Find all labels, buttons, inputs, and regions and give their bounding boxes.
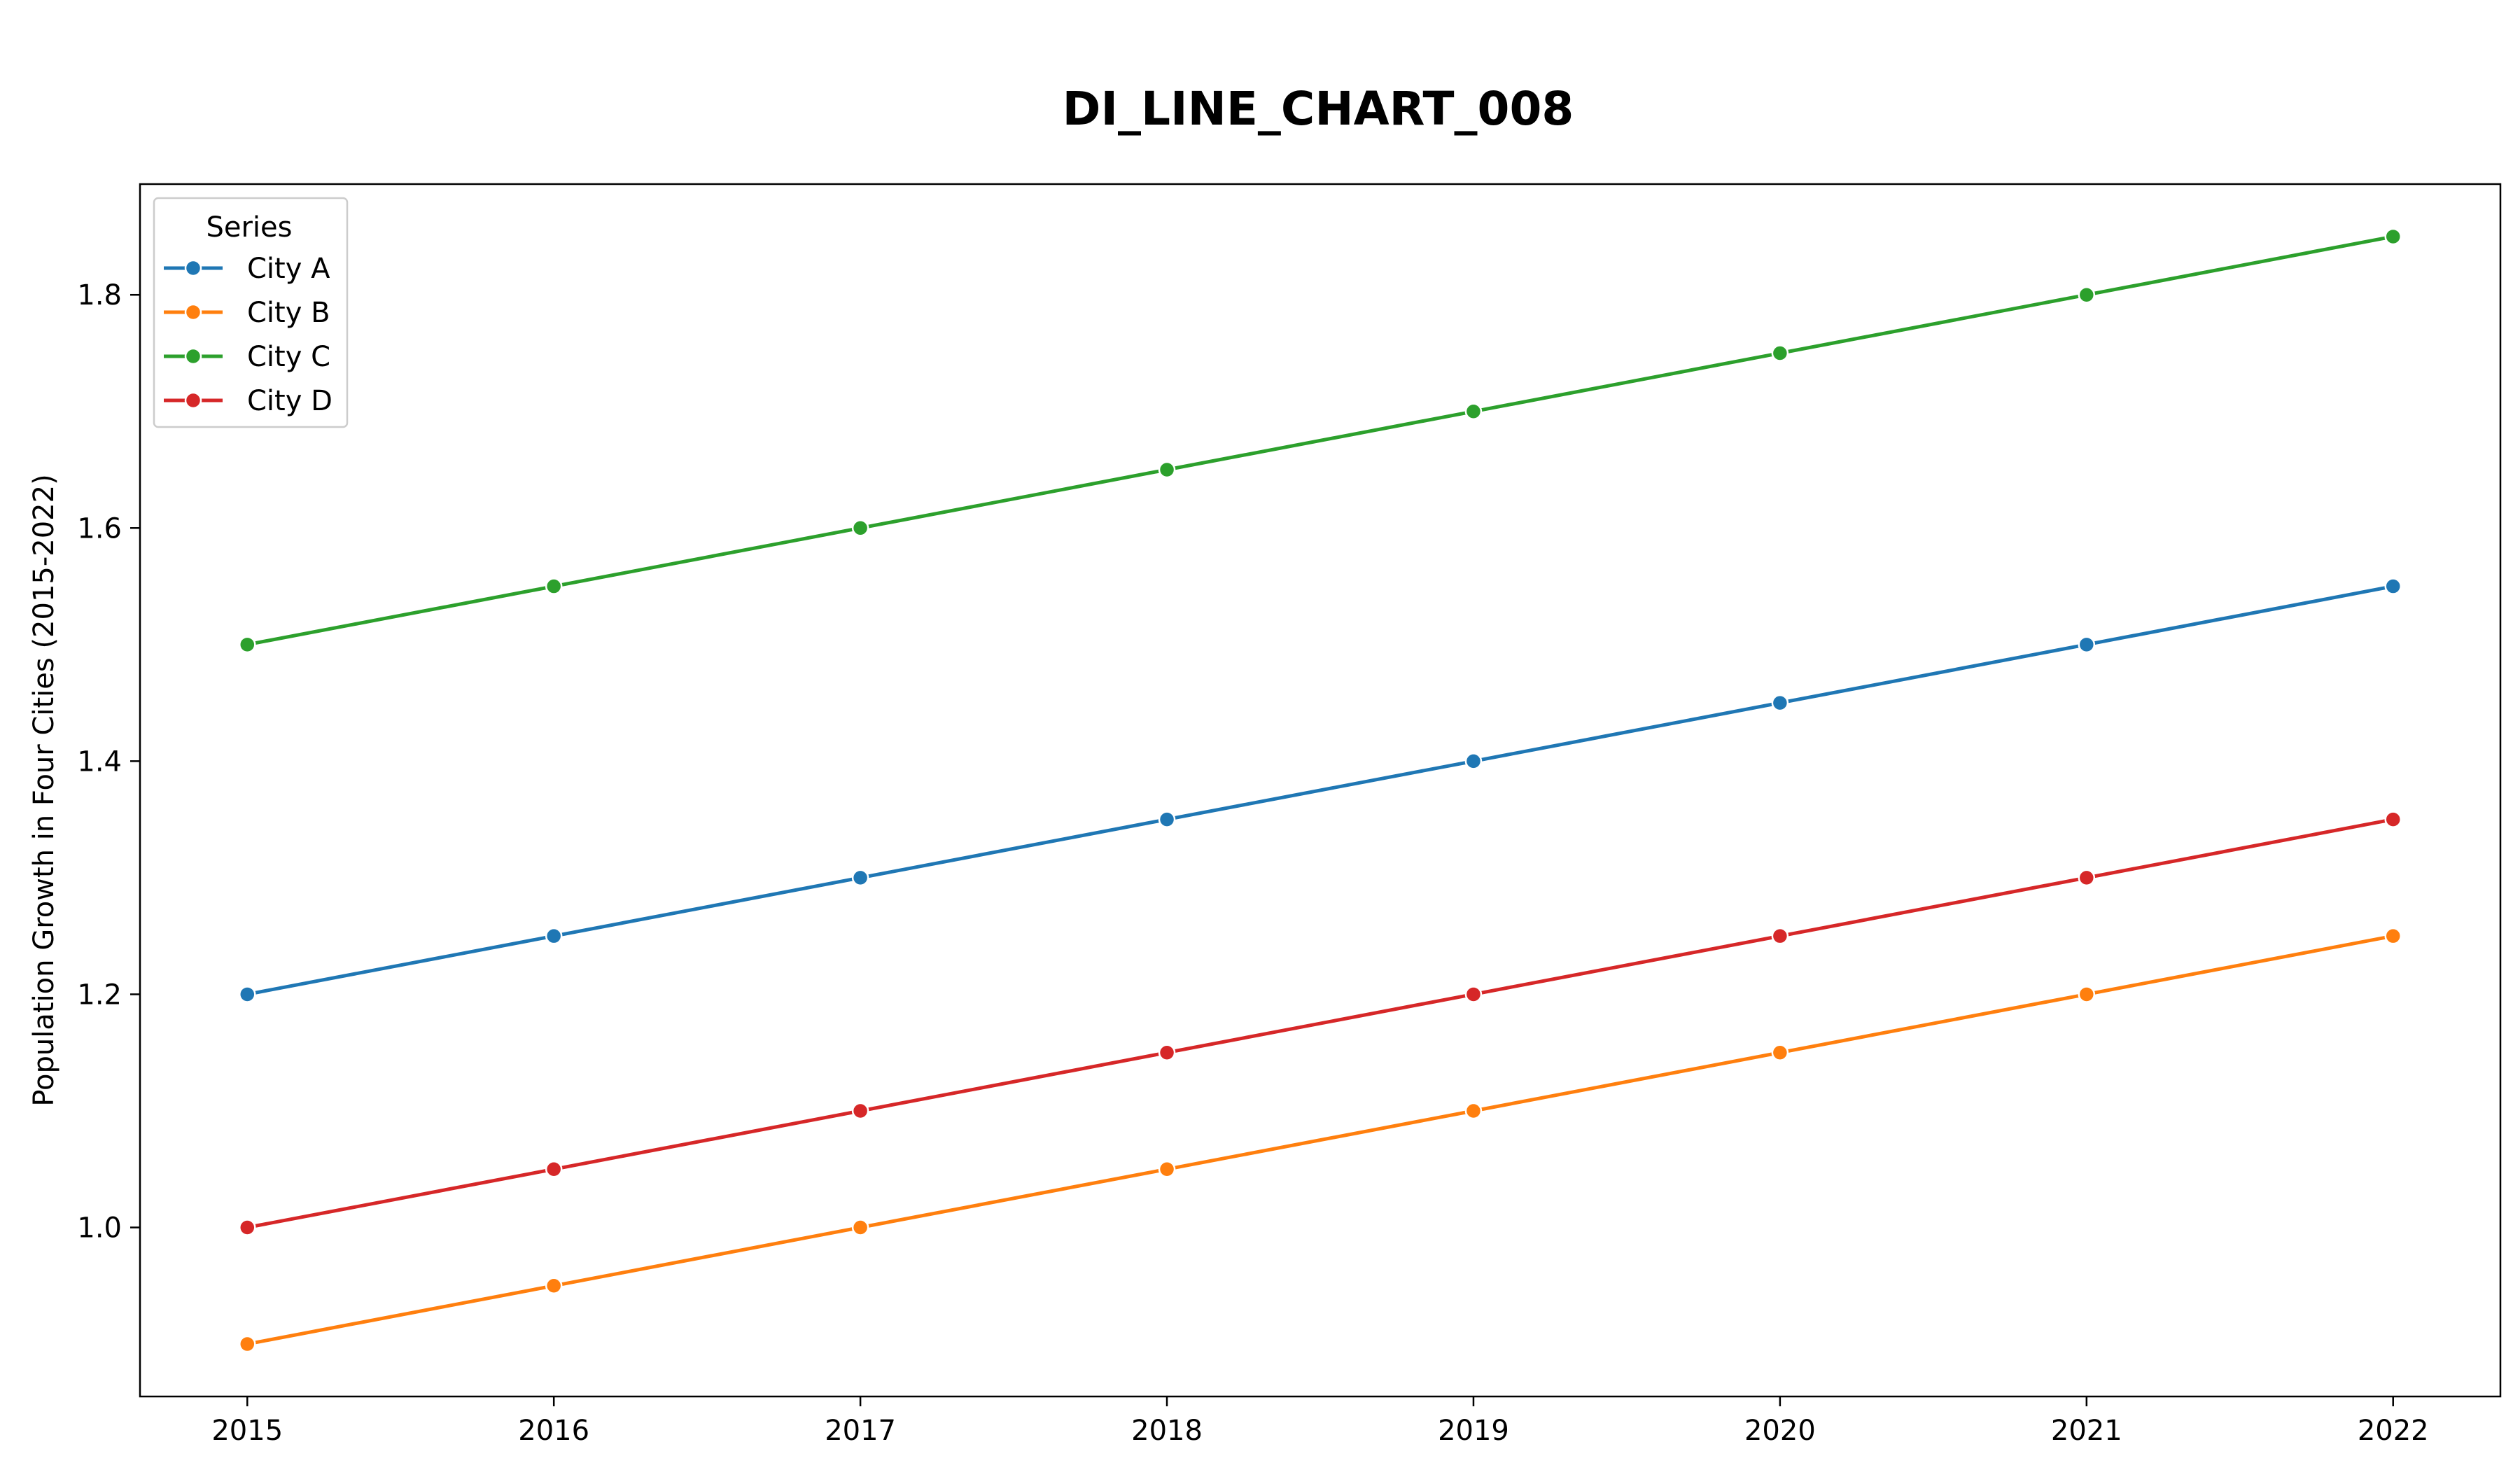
data-point [239, 1219, 256, 1236]
data-point [851, 1102, 869, 1120]
data-point [1158, 811, 1176, 828]
data-point [851, 519, 869, 537]
data-point [2078, 286, 2096, 304]
data-point [851, 1219, 869, 1236]
data-point [1464, 752, 1483, 770]
data-point [545, 578, 563, 595]
data-point [2078, 869, 2096, 887]
y-tick-label: 1.4 [77, 746, 122, 778]
series-line-2 [245, 934, 2395, 1346]
y-tick-label: 1.0 [77, 1212, 122, 1245]
x-tick-label: 2015 [211, 1415, 283, 1447]
data-point [2384, 227, 2402, 246]
data-point [1464, 1102, 1483, 1120]
x-tick-label: 2016 [518, 1415, 589, 1447]
y-tick-label: 1.8 [77, 279, 122, 312]
data-point [1771, 1044, 1789, 1061]
x-tick-label: 2017 [825, 1415, 896, 1447]
data-point [1158, 461, 1176, 479]
x-tick-label: 2021 [2051, 1415, 2122, 1447]
x-tick-label: 2020 [1744, 1415, 1816, 1447]
legend-swatch-marker [184, 259, 202, 277]
data-point [239, 1335, 256, 1353]
legend-title: Series [206, 211, 292, 244]
legend-label: City B [247, 297, 330, 329]
legend-label: City D [247, 385, 332, 417]
x-tick-label: 2019 [1438, 1415, 1509, 1447]
data-point [1158, 1044, 1176, 1061]
data-point [545, 1277, 563, 1295]
series-line-1 [245, 584, 2395, 996]
data-point [2078, 636, 2096, 654]
data-point [2384, 927, 2402, 945]
legend-swatch-marker [184, 391, 202, 410]
data-point [1158, 1161, 1176, 1178]
data-point [545, 1161, 563, 1178]
data-point [239, 636, 256, 654]
data-point [2384, 811, 2402, 828]
series-line-3 [245, 234, 2395, 647]
plot-frame [139, 183, 2502, 1398]
data-point [851, 869, 869, 887]
data-point [1464, 402, 1483, 420]
legend-label: City A [247, 253, 330, 285]
y-tick-label: 1.2 [77, 979, 122, 1011]
data-point [1771, 927, 1789, 945]
data-point [1771, 694, 1789, 712]
chart-title: DI_LINE_CHART_008 [1063, 82, 1574, 136]
plot-area: 2015 2016 2017 2018 2019 2020 2021 2022 1.0 1.2 1.… [28, 183, 2502, 1447]
legend-swatch-marker [184, 303, 202, 321]
data-point [2384, 578, 2402, 595]
series-line-4 [245, 818, 2395, 1229]
y-axis-label: Population Growth in Four Cities (2015-2… [28, 474, 60, 1106]
legend-box [153, 197, 349, 428]
x-tick-label: 2018 [1131, 1415, 1203, 1447]
y-tick-label: 1.6 [77, 512, 122, 545]
legend-label: City C [247, 341, 330, 373]
legend-swatch-marker [184, 347, 202, 365]
x-tick-label: 2022 [2358, 1415, 2429, 1447]
data-point [545, 927, 563, 945]
data-point [1464, 986, 1483, 1003]
data-point [239, 986, 256, 1003]
data-point [2078, 986, 2096, 1003]
data-point [1771, 344, 1789, 362]
